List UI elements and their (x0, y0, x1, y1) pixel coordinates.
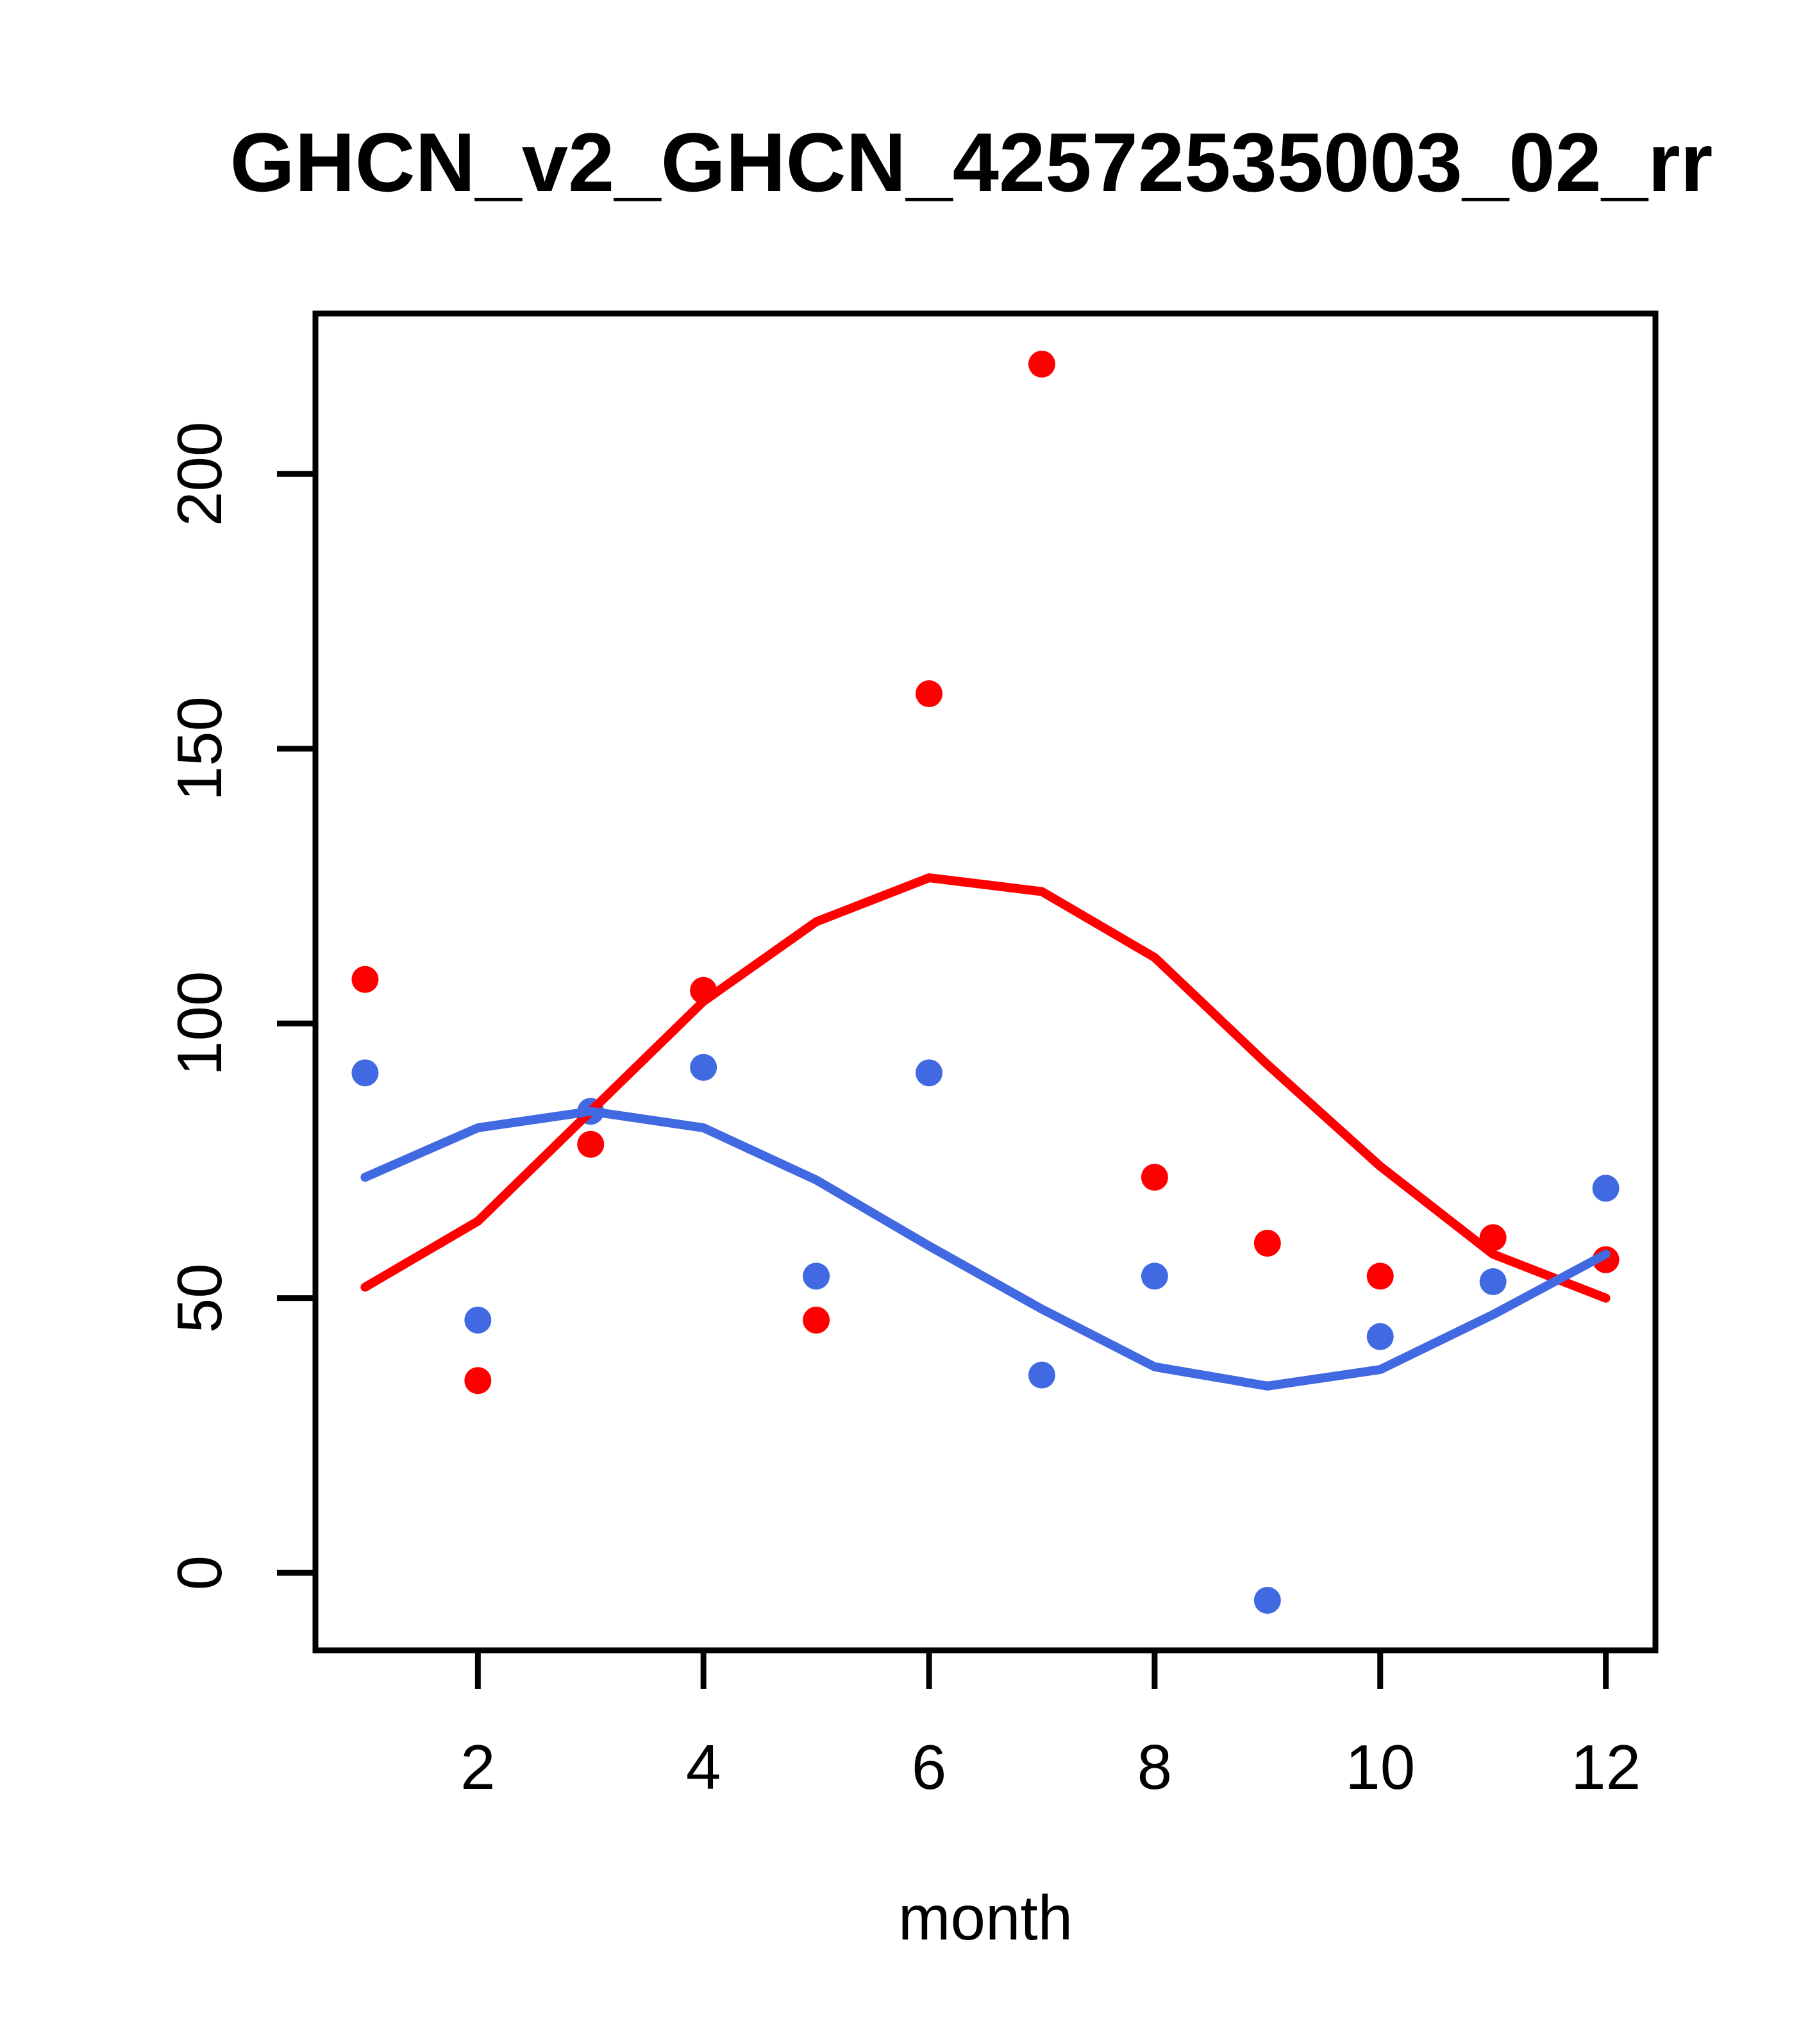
chart-title: GHCN_v2_GHCN_42572535003_02_rr (230, 115, 1713, 209)
red-points-data-point (1028, 350, 1055, 378)
red-points-data-point (577, 1130, 605, 1158)
blue-points-data-point (1592, 1175, 1620, 1202)
plot-box (312, 310, 1659, 1654)
red-points-data-point (1141, 1164, 1168, 1191)
x-axis-tick-label: 2 (460, 1732, 496, 1802)
red-points-data-point (351, 966, 379, 993)
x-axis-tick-label: 8 (1137, 1732, 1173, 1802)
x-axis-title: month (898, 1882, 1073, 1953)
red-smooth-line (360, 873, 1611, 1303)
y-axis: 0 50 100 150 200 (164, 421, 315, 1590)
y-axis-tick-label: 200 (164, 421, 235, 526)
x-axis-tick-label: 12 (1571, 1732, 1641, 1802)
blue-points-data-point (803, 1262, 830, 1290)
blue-points-data-point (351, 1059, 379, 1087)
red-points-data-point (803, 1306, 830, 1334)
red-points-data-point (916, 680, 943, 708)
blue-smooth-line (360, 1107, 1611, 1391)
blue-points-data-point (1366, 1323, 1394, 1350)
x-axis-tick-label: 6 (912, 1732, 947, 1802)
blue-points-data-point (1028, 1361, 1055, 1389)
blue-points-data-point (916, 1059, 943, 1087)
smooth-lines-layer (360, 873, 1611, 1391)
y-axis-tick-label: 100 (164, 971, 235, 1076)
red-points-data-point (464, 1367, 492, 1395)
x-axis-tick-label: 4 (686, 1732, 721, 1802)
blue-points-data-point (1479, 1268, 1507, 1295)
red-points-data-point (1253, 1229, 1281, 1257)
blue-points-data-point (464, 1306, 492, 1334)
y-axis-tick-label: 0 (164, 1555, 235, 1591)
y-axis-tick-label: 150 (164, 696, 235, 801)
y-axis-tick-label: 50 (164, 1263, 235, 1333)
red-points-data-point (1366, 1262, 1394, 1290)
blue-points-data-point (690, 1053, 717, 1081)
x-axis: 2 4 6 8 10 12 (460, 1650, 1641, 1802)
scatter-points-layer (351, 350, 1620, 1614)
blue-points-data-point (1253, 1587, 1281, 1614)
blue-points-data-point (1141, 1262, 1168, 1290)
x-axis-tick-label: 10 (1345, 1732, 1415, 1802)
